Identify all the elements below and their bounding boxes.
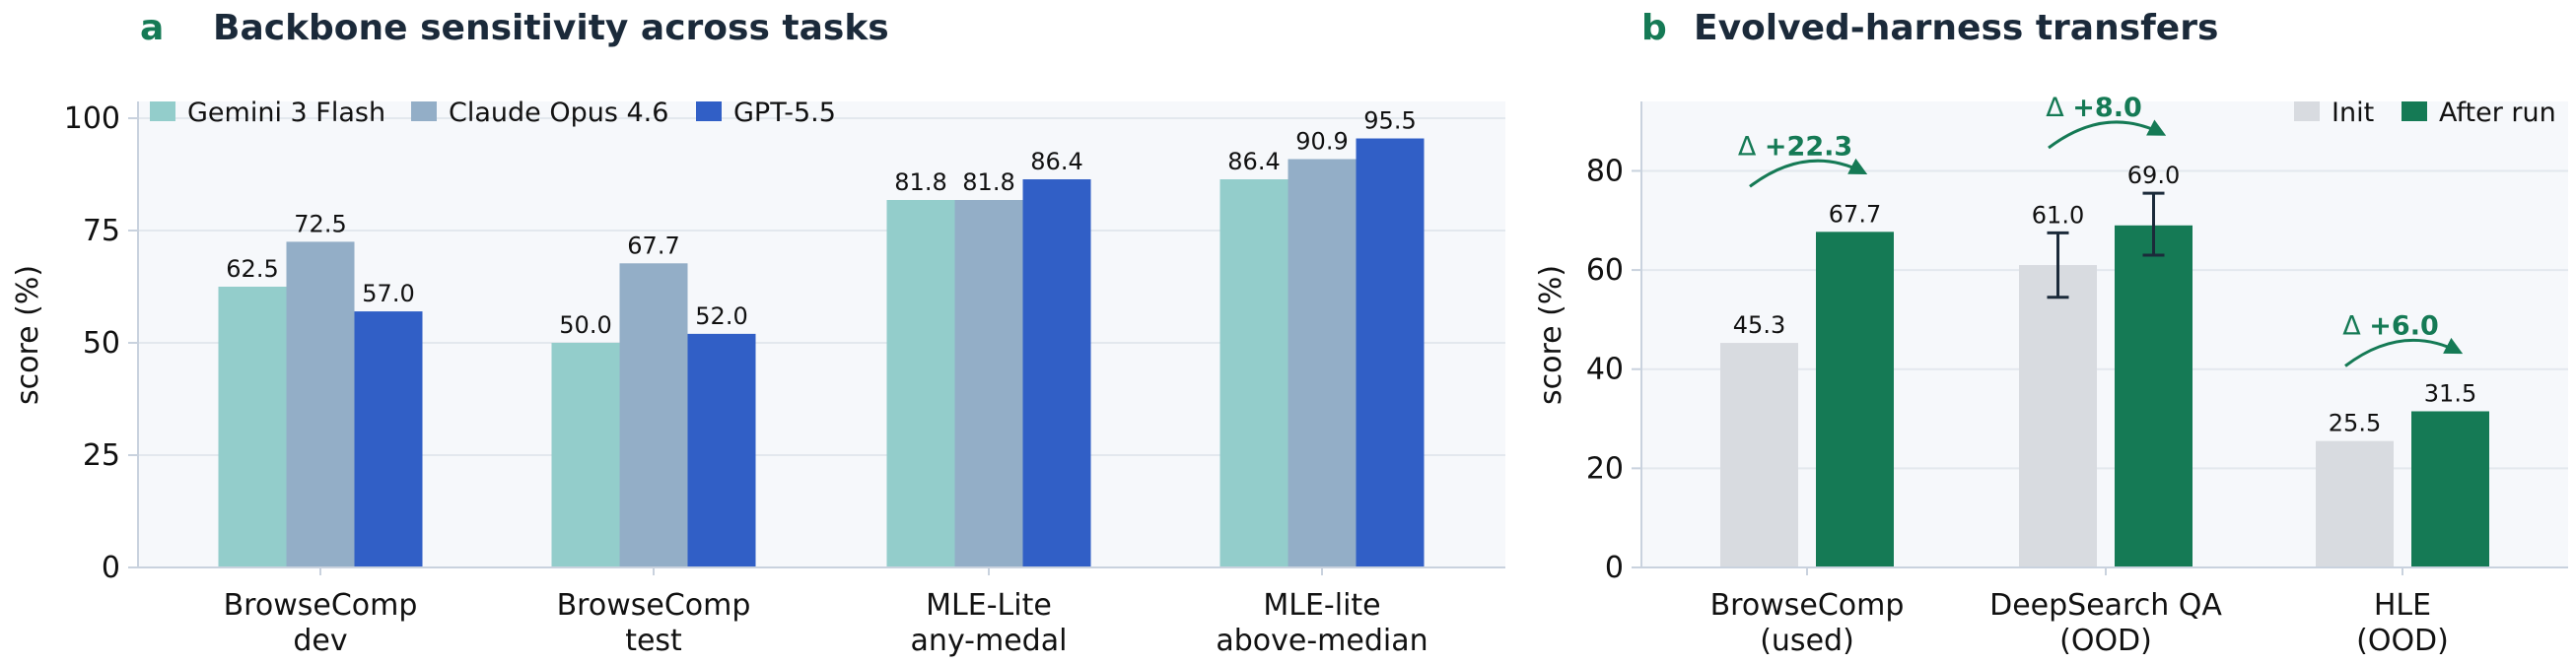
delta-symbol: Δ — [1738, 131, 1765, 162]
bar-value-label: 61.0 — [2032, 201, 2084, 229]
y-tick-label: 25 — [83, 438, 120, 473]
x-tick-label: test — [625, 624, 682, 658]
y-tick-label: 100 — [64, 101, 120, 136]
x-tick-label: BrowseComp — [1710, 588, 1905, 623]
bar-value-label: 57.0 — [362, 280, 414, 307]
bar-gpt-5-5 — [1356, 138, 1425, 567]
bar-value-label: 50.0 — [559, 311, 611, 339]
panel-a-title: Backbone sensitivity across tasks — [213, 8, 889, 48]
x-tick-label: (OOD) — [2059, 624, 2152, 658]
delta-arrow — [2344, 337, 2464, 367]
panel-a-legend: Gemini 3 Flash Claude Opus 4.6 GPT-5.5 — [150, 98, 836, 128]
legend-label: Claude Opus 4.6 — [449, 98, 668, 128]
delta-symbol: Δ — [2342, 310, 2369, 341]
y-tick-label: 50 — [83, 326, 120, 361]
panel-a-letter: a — [140, 8, 164, 48]
bar-value-label: 69.0 — [2127, 162, 2180, 189]
delta-annotation: Δ +22.3 — [1738, 131, 1852, 162]
delta-annotation: Δ +8.0 — [2046, 93, 2142, 123]
legend-label: Init — [2332, 98, 2374, 128]
bar-value-label: 45.3 — [1733, 311, 1785, 339]
panel-b-ylabel: score (%) — [1534, 265, 1568, 405]
bar-init — [2316, 440, 2394, 567]
panel-b-letter: b — [1641, 8, 1667, 48]
panel-b-legend: Init After run — [2294, 98, 2556, 128]
y-tick-label: 60 — [1586, 253, 1624, 288]
bar-value-label: 95.5 — [1363, 107, 1416, 135]
x-tick-label: BrowseComp — [557, 588, 751, 623]
delta-value: +8.0 — [2072, 93, 2141, 123]
legend-label: GPT-5.5 — [733, 98, 836, 128]
bar-claude-opus-4-6 — [954, 199, 1023, 567]
legend-swatch — [150, 101, 175, 121]
legend-label: Gemini 3 Flash — [187, 98, 385, 128]
bar-gemini-3-flash — [886, 199, 955, 567]
bar-value-label: 86.4 — [1030, 148, 1082, 175]
delta-arrow — [2048, 119, 2167, 150]
y-tick-label: 75 — [83, 214, 120, 248]
x-tick-label: HLE — [2374, 588, 2431, 623]
delta-value: +6.0 — [2369, 310, 2438, 341]
legend-swatch — [2402, 101, 2427, 121]
bar-value-label: 31.5 — [2424, 379, 2476, 407]
legend-label: After run — [2439, 98, 2556, 128]
y-tick-label: 0 — [102, 551, 120, 585]
x-tick-label: DeepSearch QA — [1989, 588, 2222, 623]
panel-a-ylabel: score (%) — [11, 265, 45, 405]
delta-symbol: Δ — [2046, 93, 2072, 123]
y-tick-label: 0 — [1605, 551, 1624, 585]
legend-swatch — [696, 101, 722, 121]
bar-init — [1720, 343, 1798, 567]
delta-annotation: Δ +6.0 — [2342, 310, 2439, 341]
panel-a-bars: 62.5 72.5 57.0 50.0 67.7 52.0 81.8 81.8 86.4 86.4… — [218, 107, 1425, 568]
bar-value-label: 86.4 — [1227, 148, 1280, 175]
bar-value-label: 90.9 — [1295, 127, 1348, 155]
x-tick-label: dev — [293, 624, 347, 658]
x-tick-label: any-medal — [911, 624, 1068, 658]
bar-claude-opus-4-6 — [286, 241, 355, 567]
delta-arrow — [1749, 158, 1868, 188]
bar-gemini-3-flash — [551, 343, 620, 567]
delta-value: +22.3 — [1765, 131, 1852, 162]
bar-gpt-5-5 — [354, 311, 423, 567]
bar-claude-opus-4-6 — [1288, 159, 1357, 567]
panel-a: a Backbone sensitivity across tasks 62.5… — [11, 8, 1505, 658]
bar-gemini-3-flash — [1219, 179, 1288, 568]
bar-value-label: 72.5 — [294, 210, 346, 237]
bar-value-label: 67.7 — [627, 232, 679, 259]
bar-gpt-5-5 — [1022, 179, 1091, 568]
bar-value-label: 81.8 — [962, 168, 1014, 196]
bar-init — [2019, 265, 2097, 567]
y-tick-label: 40 — [1586, 353, 1624, 387]
x-tick-label: BrowseComp — [224, 588, 418, 623]
bar-value-label: 62.5 — [226, 255, 278, 283]
bar-value-label: 67.7 — [1829, 200, 1881, 228]
x-tick-label: MLE-lite — [1263, 588, 1380, 623]
legend-swatch — [411, 101, 437, 121]
panel-b: b Evolved-harness transfers 45.3 67.7 61.0… — [1534, 8, 2568, 658]
bar-value-label: 81.8 — [894, 168, 946, 196]
y-tick-label: 20 — [1586, 451, 1624, 486]
panel-b-bars: 45.3 67.7 61.0 69.0 25.5 31.5 — [1720, 162, 2489, 568]
x-tick-label: (OOD) — [2356, 624, 2449, 658]
bar-claude-opus-4-6 — [619, 263, 688, 567]
x-tick-label: MLE-Lite — [926, 588, 1052, 623]
bar-gemini-3-flash — [218, 287, 287, 567]
bar-after-run — [2411, 411, 2489, 567]
panel-b-title: Evolved-harness transfers — [1694, 8, 2218, 48]
y-tick-label: 80 — [1586, 154, 1624, 188]
bar-after-run — [2115, 225, 2193, 568]
bar-gpt-5-5 — [687, 333, 756, 567]
panel-a-ticks: 0255075100BrowseCompdevBrowseComptestMLE… — [64, 101, 1505, 658]
bar-after-run — [1816, 232, 1894, 567]
x-tick-label: (used) — [1760, 624, 1854, 658]
panel-b-annotations: Δ +22.3Δ +8.0Δ +6.0 — [1738, 93, 2464, 367]
x-tick-label: above-median — [1216, 624, 1427, 658]
bar-value-label: 52.0 — [695, 302, 747, 330]
legend-swatch — [2294, 101, 2320, 121]
bar-value-label: 25.5 — [2329, 410, 2381, 437]
